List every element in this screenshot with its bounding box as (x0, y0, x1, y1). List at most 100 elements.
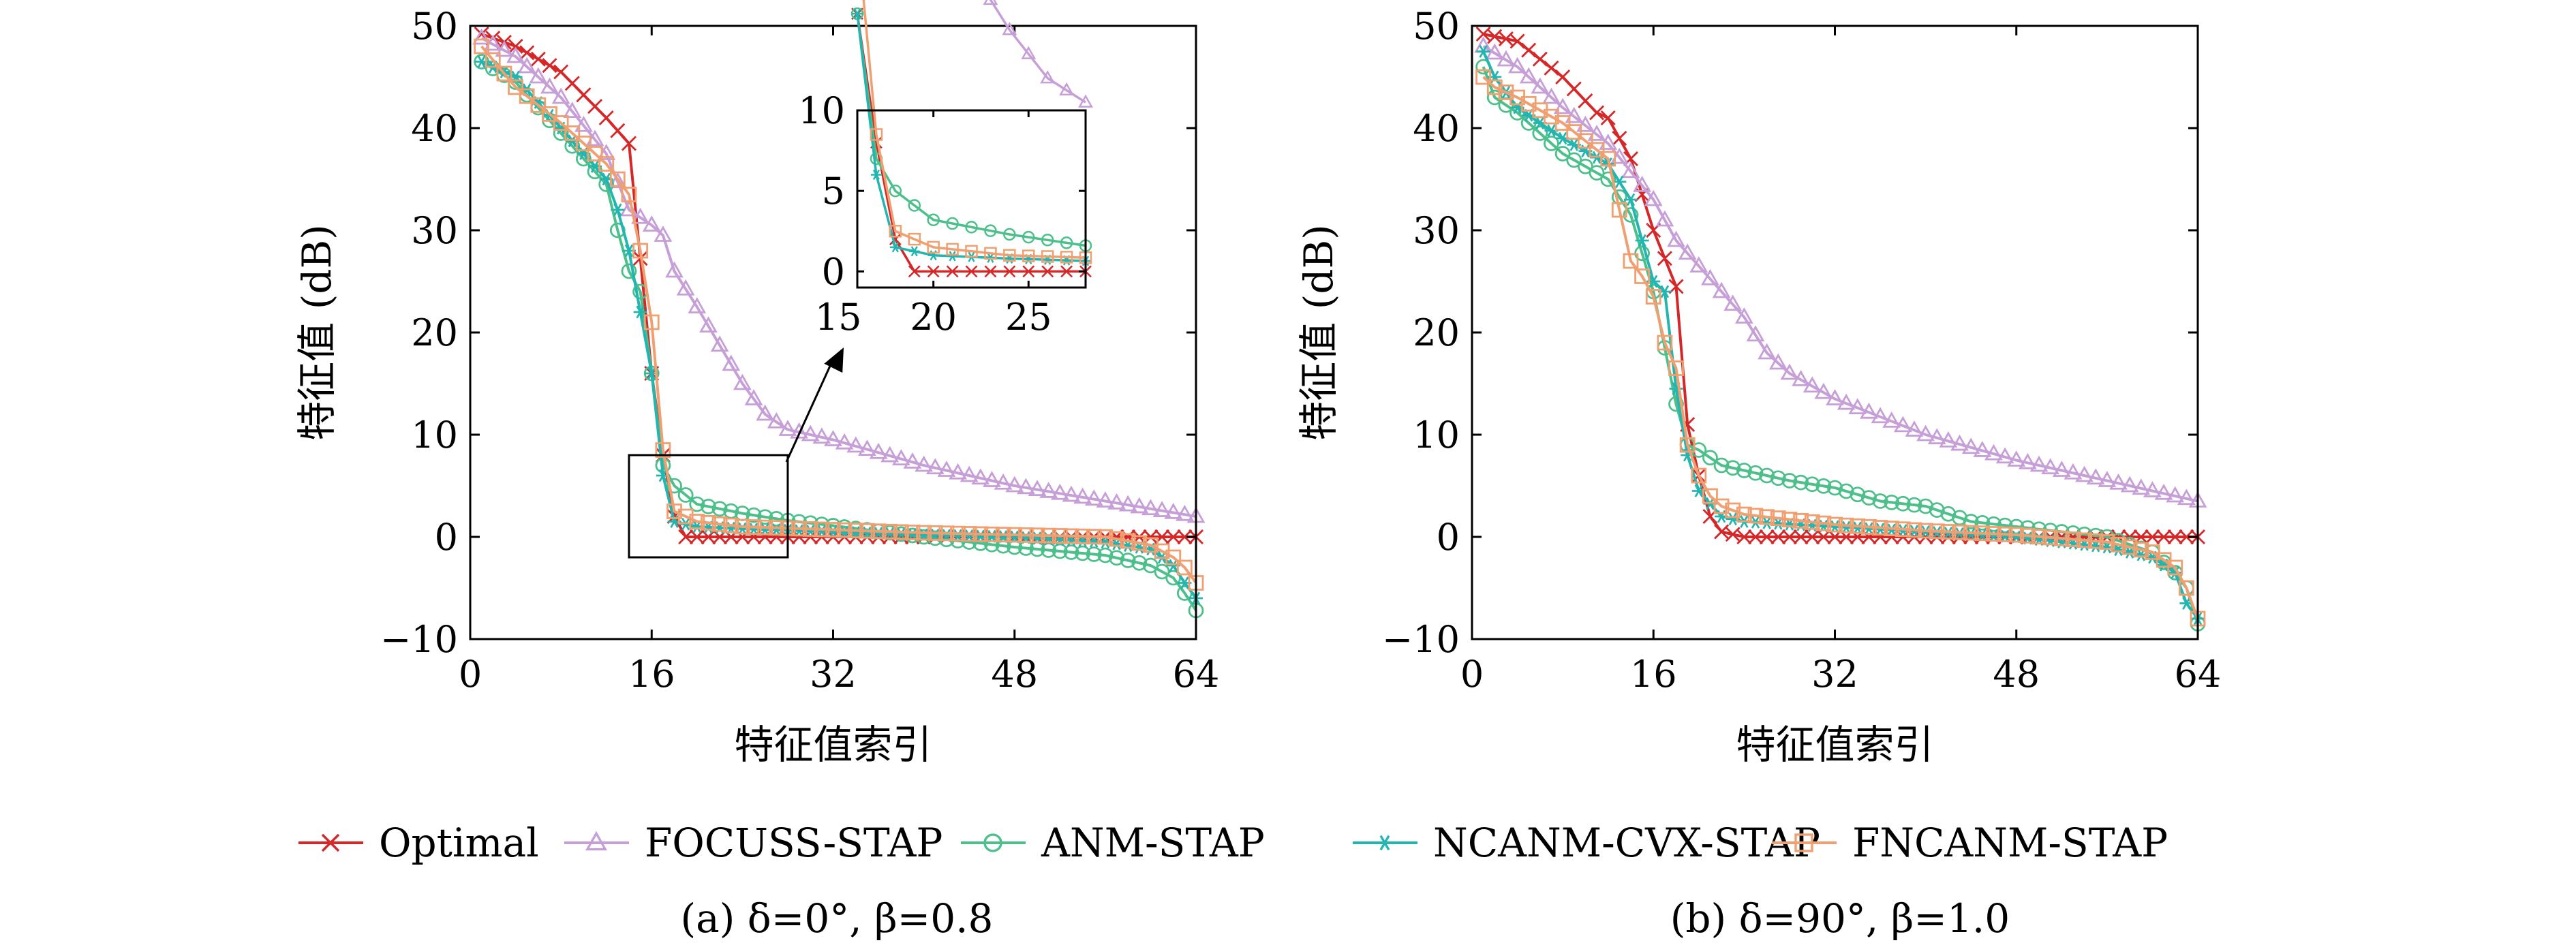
panel-b-point-focuss-stap-3 (1508, 57, 1527, 74)
panel-b-point-focuss-stap-5 (1531, 77, 1550, 94)
panel-a-point-fncanm-stap-9 (576, 136, 592, 151)
panel-a-point-fncanm-stap-46 (995, 527, 1011, 543)
panel-b-point-fncanm-stap-17 (1668, 360, 1684, 376)
panel-b-point-focuss-stap-13 (1621, 161, 1640, 179)
panel-a-point-optimal-20 (701, 529, 716, 544)
panel-a-point-fncanm-stap-44 (972, 526, 989, 542)
panel-a-point-focuss-stap-50 (1039, 482, 1058, 498)
panel-b-point-anm-stap-44 (1974, 514, 1991, 531)
panel-b-point-fncanm-stap-37 (1895, 521, 1911, 538)
panel-a-point-fncanm-stap-37 (893, 524, 909, 540)
panel-b-point-anm-stap-27 (1781, 473, 1798, 489)
panel-b-point-focuss-stap-38 (1905, 420, 1924, 437)
panel-b-point-optimal-7 (1555, 69, 1571, 84)
panel-a-point-fncanm-stap-25 (757, 519, 773, 536)
panel-a-point-optimal-61 (1165, 529, 1181, 544)
panel-b-point-fncanm-stap-55 (2099, 534, 2115, 550)
panel-b-point-fncanm-stap-15 (1645, 289, 1661, 305)
panel-b-point-anm-stap-1 (1486, 89, 1503, 106)
inset-point-optimal-8 (1003, 265, 1016, 278)
inset-point-optimal-4 (927, 265, 940, 278)
panel-b-point-anm-stap-29 (1804, 476, 1820, 493)
panel-a-point-fncanm-stap-57 (1120, 533, 1136, 549)
panel-a-point-fncanm-stap-43 (961, 526, 977, 542)
panel-a-point-fncanm-stap-58 (1131, 535, 1148, 551)
inset-point-fncanm-stap-4 (927, 241, 940, 254)
panel-b-point-fncanm-stap-38 (1906, 522, 1922, 538)
panel-b-point-fncanm-stap-25 (1759, 509, 1775, 525)
panel-b-point-fncanm-stap-18 (1679, 437, 1696, 453)
panel-b-point-anm-stap-23 (1736, 463, 1752, 478)
inset-series-optimal (851, 7, 1092, 278)
panel-a-point-fncanm-stap-14 (632, 243, 649, 259)
panel-a-xtick-label-3: 48 (991, 653, 1038, 696)
legend-item-ncanm-cvx-stap: NCANM-CVX-STAP (1353, 820, 1820, 866)
panel-b-point-fncanm-stap-30 (1815, 515, 1832, 531)
panel-b-point-fncanm-stap-39 (1918, 523, 1934, 539)
panel-b-point-optimal-26 (1770, 529, 1786, 544)
panel-b-point-focuss-stap-27 (1780, 363, 1799, 380)
panel-a-point-optimal-3 (508, 39, 523, 54)
panel-b-point-fncanm-stap-52 (2065, 531, 2081, 547)
inset-frame (856, 109, 1087, 289)
panel-b-series-fncanm-stap (1475, 69, 2206, 627)
panel-b-point-fncanm-stap-45 (1986, 526, 2002, 542)
panel-a-point-focuss-stap-37 (891, 449, 910, 466)
panel-b-ytick-label-4: 30 (1413, 209, 1460, 252)
panel-a-point-focuss-stap-17 (665, 261, 684, 278)
panel-b-point-fncanm-stap-13 (1623, 253, 1639, 269)
panel-a-point-focuss-stap-51 (1050, 483, 1069, 500)
inset-point-ncanm-cvx-stap-2 (889, 242, 901, 253)
panel-b-xtick-label-0: 0 (1460, 653, 1484, 696)
panel-a-point-fncanm-stap-26 (768, 520, 784, 536)
panel-b-point-focuss-stap-39 (1916, 424, 1935, 441)
panel-a-point-focuss-stap-42 (949, 463, 967, 480)
inset-point-optimal-11 (1060, 265, 1073, 278)
inset-point-focuss-stap-11 (1059, 82, 1075, 96)
panel-a-point-fncanm-stap-54 (1086, 529, 1102, 545)
panel-a-xtick-label-0: 0 (459, 653, 482, 696)
panel-b-xtick-label-2: 32 (1811, 653, 1858, 696)
inset-point-anm-stap-11 (1060, 236, 1073, 249)
panel-b-point-fncanm-stap-24 (1747, 508, 1764, 524)
panel-a-xlabel: 特征值索引 (734, 722, 932, 768)
legend-label-focuss-stap: FOCUSS-STAP (645, 820, 942, 866)
panel-a-point-fncanm-stap-40 (927, 525, 943, 541)
panel-a-point-anm-stap-54 (1086, 546, 1102, 562)
panel-b-point-focuss-stap-56 (2109, 473, 2128, 490)
inset-point-optimal-7 (984, 265, 997, 278)
panel-a-point-fncanm-stap-48 (1017, 527, 1034, 543)
panel-a-point-focuss-stap-2 (495, 40, 514, 57)
panel-b-point-fncanm-stap-32 (1838, 517, 1854, 533)
panel-b-point-fncanm-stap-33 (1850, 518, 1866, 534)
panel-a-point-fncanm-stap-19 (689, 514, 705, 529)
panel-a-point-fncanm-stap-12 (609, 171, 626, 187)
panel-b-point-optimal-21 (1714, 524, 1730, 540)
inset-point-anm-stap-9 (1022, 230, 1035, 244)
panel-b-point-anm-stap-25 (1759, 467, 1775, 484)
panel-b-point-ncanm-cvx-stap-13 (1623, 193, 1638, 206)
panel-a-series-fncanm-stap (474, 38, 1204, 591)
panel-b-point-focuss-stap-19 (1689, 256, 1708, 273)
panel-a-point-fncanm-stap-45 (984, 526, 1000, 542)
panel-b-point-focuss-stap-37 (1893, 416, 1912, 433)
legend-label-fncanm-stap: FNCANM-STAP (1852, 820, 2168, 866)
panel-b-point-fncanm-stap-12 (1611, 202, 1627, 218)
panel-b-point-focuss-stap-53 (2075, 465, 2094, 482)
panel-b-point-fncanm-stap-22 (1725, 502, 1741, 518)
panel-b-point-fncanm-stap-31 (1827, 516, 1843, 533)
panel-b-point-focuss-stap-1 (1485, 43, 1504, 60)
panel-b-point-fncanm-stap-21 (1713, 498, 1730, 514)
panel-b-ytick-label-5: 40 (1413, 107, 1460, 150)
panel-a-point-focuss-stap-47 (1005, 476, 1024, 493)
legend-marker-fncanm-stap (1794, 833, 1813, 852)
panel-b-xlabel: 特征值索引 (1736, 722, 1933, 768)
panel-b-point-anm-stap-5 (1532, 125, 1548, 141)
panel-a-ytick-label-5: 40 (411, 107, 458, 150)
panel-a-point-anm-stap-17 (666, 478, 682, 494)
panel-a-point-focuss-stap-7 (551, 87, 570, 104)
panel-a-point-fncanm-stap-32 (836, 522, 853, 538)
panel-a-point-focuss-stap-32 (835, 433, 854, 450)
panel-b-point-fncanm-stap-8 (1566, 124, 1582, 140)
panel-a-point-focuss-stap-4 (517, 57, 536, 74)
